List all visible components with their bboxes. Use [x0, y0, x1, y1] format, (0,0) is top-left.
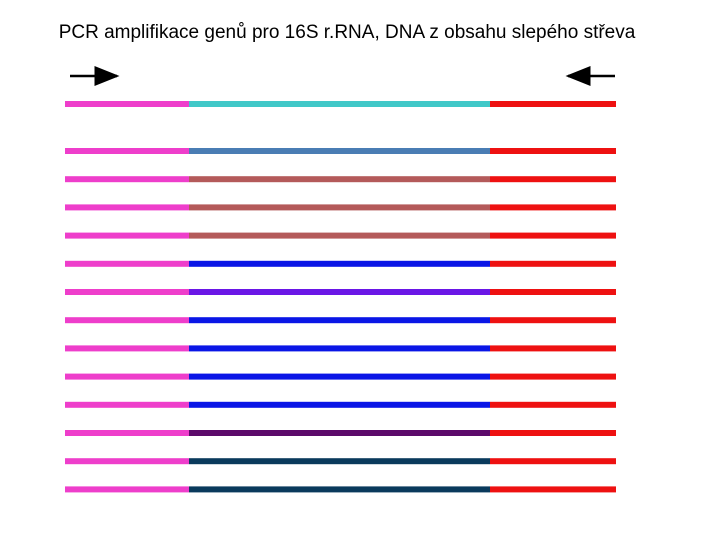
variable-region-segment	[189, 101, 490, 107]
forward-primer-segment	[65, 260, 189, 267]
forward-primer-segment	[65, 101, 189, 107]
reverse-primer-segment	[490, 176, 616, 183]
reverse-primer-segment	[490, 260, 616, 267]
reverse-primer-segment	[490, 204, 616, 211]
variable-region-segment	[189, 430, 490, 436]
variable-region-segment	[189, 345, 490, 352]
dna-strand	[65, 204, 616, 211]
dna-strand	[65, 373, 616, 380]
variable-region-segment	[189, 458, 490, 465]
dna-strand	[65, 430, 616, 436]
variable-region-segment	[189, 289, 490, 295]
reverse-primer-segment	[490, 101, 616, 107]
reverse-primer-segment	[490, 373, 616, 380]
dna-strand	[65, 260, 616, 267]
forward-primer-segment	[65, 232, 189, 239]
reverse-primer-segment	[490, 289, 616, 295]
dna-strand	[65, 148, 616, 154]
dna-strand	[65, 401, 616, 408]
variable-region-segment	[189, 317, 490, 324]
dna-strand	[65, 345, 616, 352]
dna-strand	[65, 458, 616, 465]
variable-region-segment	[189, 148, 490, 154]
reverse-primer-segment	[490, 345, 616, 352]
dna-strand	[65, 232, 616, 239]
variable-region-segment	[189, 401, 490, 408]
reverse-primer-segment	[490, 458, 616, 465]
forward-primer-segment	[65, 204, 189, 211]
variable-region-segment	[189, 176, 490, 183]
reverse-primer-segment	[490, 430, 616, 436]
forward-primer-segment	[65, 430, 189, 436]
variable-region-segment	[189, 260, 490, 267]
variable-region-segment	[189, 486, 490, 493]
forward-primer-segment	[65, 317, 189, 324]
dna-strand	[65, 486, 616, 493]
forward-primer-segment	[65, 401, 189, 408]
slide-title: PCR amplifikace genů pro 16S r.RNA, DNA …	[58, 22, 636, 43]
forward-primer-segment	[65, 176, 189, 183]
forward-primer-segment	[65, 458, 189, 465]
dna-strand	[65, 176, 616, 183]
forward-primer-segment	[65, 373, 189, 380]
variable-region-segment	[189, 232, 490, 239]
forward-primer-segment	[65, 345, 189, 352]
reverse-primer-segment	[490, 486, 616, 493]
dna-strand	[65, 289, 616, 295]
reverse-primer-segment	[490, 148, 616, 154]
reverse-primer-segment	[490, 401, 616, 408]
reverse-primer-segment	[490, 232, 616, 239]
forward-primer-segment	[65, 486, 189, 493]
variable-region-segment	[189, 373, 490, 380]
forward-primer-segment	[65, 289, 189, 295]
reverse-primer-segment	[490, 317, 616, 324]
dna-strand	[65, 317, 616, 324]
forward-primer-segment	[65, 148, 189, 154]
dna-strand	[65, 101, 616, 107]
variable-region-segment	[189, 204, 490, 211]
